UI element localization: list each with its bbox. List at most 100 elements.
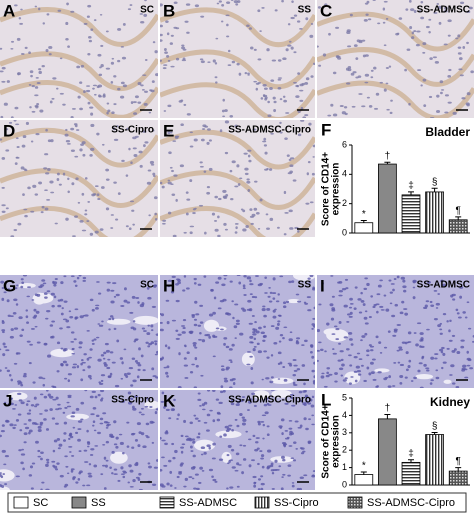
nucleus	[262, 339, 266, 342]
nucleus	[71, 348, 75, 351]
nucleus	[107, 149, 111, 153]
nucleus	[403, 289, 407, 293]
nucleus	[277, 320, 281, 323]
nucleus	[204, 125, 209, 128]
nucleus	[348, 382, 352, 385]
nucleus	[272, 309, 276, 313]
nucleus	[222, 189, 227, 193]
nucleus	[115, 218, 119, 221]
nucleus	[215, 37, 219, 40]
nucleus	[134, 360, 138, 363]
nucleus	[226, 35, 230, 38]
nucleus	[31, 110, 36, 113]
nucleus	[175, 337, 180, 340]
nucleus	[83, 353, 87, 356]
nucleus	[332, 352, 337, 355]
nucleus	[435, 369, 439, 372]
nucleus	[206, 128, 211, 131]
nucleus	[171, 319, 177, 322]
legend-swatch	[13, 496, 29, 509]
nucleus	[349, 311, 353, 315]
nucleus	[92, 424, 95, 427]
nucleus	[226, 23, 229, 27]
nucleus	[46, 461, 50, 464]
nucleus	[87, 442, 91, 445]
nucleus	[110, 214, 114, 216]
nucleus	[83, 22, 88, 25]
nucleus	[181, 46, 186, 50]
nucleus	[297, 300, 302, 303]
nucleus	[401, 341, 406, 344]
nucleus	[255, 441, 259, 444]
nucleus	[135, 461, 139, 465]
nucleus	[212, 59, 216, 63]
nucleus	[182, 57, 186, 60]
nucleus	[193, 487, 197, 490]
nucleus	[255, 330, 260, 334]
nucleus	[12, 311, 17, 315]
nucleus	[313, 361, 315, 365]
nucleus	[203, 421, 208, 424]
nucleus	[152, 129, 155, 132]
nucleus	[212, 311, 216, 315]
nucleus	[107, 358, 111, 361]
nucleus	[42, 377, 46, 380]
nucleus	[192, 454, 196, 458]
nucleus	[13, 228, 18, 232]
nucleus	[42, 282, 47, 285]
nucleus	[243, 293, 247, 296]
nucleus	[440, 350, 444, 354]
nucleus	[201, 128, 206, 130]
nucleus	[442, 361, 447, 364]
nucleus	[301, 364, 306, 367]
nucleus	[236, 164, 240, 168]
nucleus	[40, 451, 44, 454]
nucleus	[289, 363, 293, 367]
nucleus	[220, 328, 224, 331]
nucleus	[86, 429, 89, 433]
nucleus	[200, 446, 206, 450]
nucleus	[349, 364, 353, 367]
nucleus	[470, 70, 474, 74]
nucleus	[99, 422, 104, 425]
nucleus	[238, 464, 242, 466]
nucleus	[283, 443, 288, 446]
micrograph	[0, 120, 158, 237]
nucleus	[382, 21, 386, 24]
nucleus	[164, 442, 168, 446]
nucleus	[442, 313, 447, 316]
nucleus	[300, 452, 305, 455]
nucleus	[398, 346, 403, 349]
nucleus	[440, 89, 445, 91]
nucleus	[270, 79, 275, 82]
nucleus	[349, 303, 354, 305]
nucleus	[466, 41, 469, 45]
nucleus	[307, 441, 311, 445]
nucleus	[90, 28, 94, 31]
nucleus	[308, 397, 312, 399]
nucleus	[282, 305, 287, 309]
nucleus	[142, 130, 147, 133]
nucleus	[183, 419, 187, 423]
nucleus	[366, 349, 370, 353]
nucleus	[0, 472, 3, 474]
nucleus	[303, 417, 307, 421]
nucleus	[2, 342, 6, 346]
nucleus	[161, 391, 165, 395]
nucleus	[289, 157, 295, 160]
nucleus	[253, 48, 257, 51]
nucleus	[13, 120, 17, 122]
nucleus	[338, 320, 342, 324]
nucleus	[356, 352, 361, 355]
nucleus	[47, 354, 52, 358]
nucleus	[166, 54, 170, 58]
nucleus	[73, 280, 77, 283]
nucleus	[222, 115, 226, 118]
nucleus	[100, 44, 104, 48]
nucleus	[307, 277, 311, 280]
nucleus	[127, 481, 130, 484]
nucleus	[337, 281, 341, 284]
nucleus	[343, 106, 348, 109]
nucleus	[304, 114, 309, 117]
nucleus	[65, 128, 68, 132]
